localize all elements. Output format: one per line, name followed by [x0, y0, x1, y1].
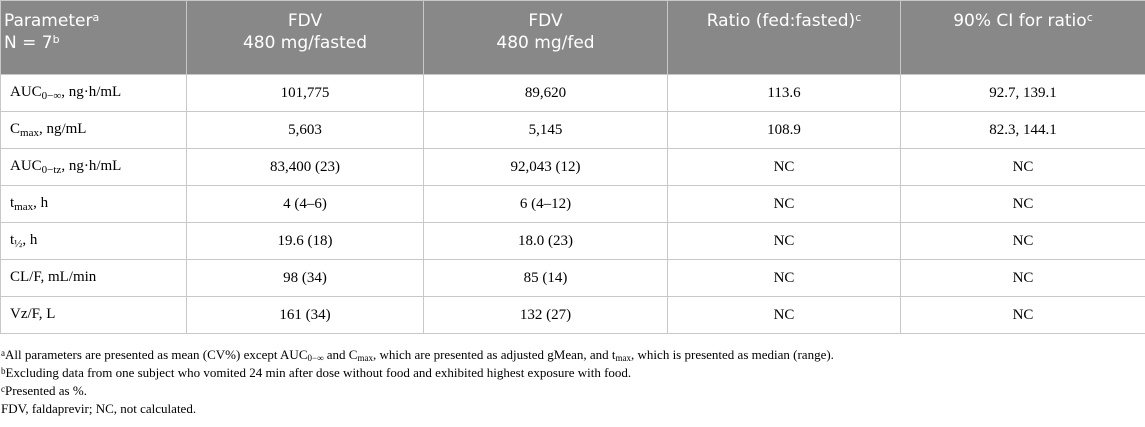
fasted-cell: 4 (4–6) — [186, 185, 424, 223]
footnote-b: bExcluding data from one subject who vom… — [1, 365, 632, 380]
param-cell: AUC0−∞, ng·h/mL — [0, 74, 187, 112]
header-fdv-fasted: FDV 480 mg/fasted — [186, 0, 424, 75]
ratio-cell: NC — [667, 222, 901, 260]
ci-cell: NC — [900, 185, 1145, 223]
fasted-cell: 19.6 (18) — [186, 222, 424, 260]
header-fdv-fed: FDV 480 mg/fed — [423, 0, 668, 75]
ci-cell: 82.3, 144.1 — [900, 111, 1145, 149]
param-cell: CL/F, mL/min — [0, 259, 187, 297]
fasted-cell: 98 (34) — [186, 259, 424, 297]
footnote-c: cPresented as %. — [1, 383, 87, 398]
table-row: Vz/F, L 161 (34) 132 (27) NC NC — [0, 296, 1145, 334]
table-footnotes: aAll parameters are presented as mean (C… — [1, 346, 1141, 418]
param-cell: t½, h — [0, 222, 187, 260]
fasted-cell: 5,603 — [186, 111, 424, 149]
table-row: tmax, h 4 (4–6) 6 (4–12) NC NC — [0, 185, 1145, 223]
header-ci: 90% CI for ratioc — [900, 0, 1145, 75]
fed-cell: 132 (27) — [423, 296, 668, 334]
ci-cell: NC — [900, 148, 1145, 186]
param-cell: AUC0−tz, ng·h/mL — [0, 148, 187, 186]
fasted-cell: 83,400 (23) — [186, 148, 424, 186]
ratio-cell: 108.9 — [667, 111, 901, 149]
table-row: AUC0−tz, ng·h/mL 83,400 (23) 92,043 (12)… — [0, 148, 1145, 186]
table-row: AUC0−∞, ng·h/mL 101,775 89,620 113.6 92.… — [0, 74, 1145, 112]
ratio-cell: NC — [667, 259, 901, 297]
ratio-cell: NC — [667, 185, 901, 223]
table-row: CL/F, mL/min 98 (34) 85 (14) NC NC — [0, 259, 1145, 297]
fasted-cell: 161 (34) — [186, 296, 424, 334]
ratio-cell: NC — [667, 148, 901, 186]
footnote-a: aAll parameters are presented as mean (C… — [1, 347, 834, 363]
fed-cell: 18.0 (23) — [423, 222, 668, 260]
header-ratio: Ratio (fed:fasted)c — [667, 0, 901, 75]
param-cell: tmax, h — [0, 185, 187, 223]
ci-cell: NC — [900, 296, 1145, 334]
header-parameter: Parametera N = 7b — [0, 0, 187, 75]
fed-cell: 5,145 — [423, 111, 668, 149]
ci-cell: NC — [900, 222, 1145, 260]
param-cell: Vz/F, L — [0, 296, 187, 334]
fed-cell: 92,043 (12) — [423, 148, 668, 186]
footnote-abbreviations: FDV, faldaprevir; NC, not calculated. — [1, 401, 197, 416]
param-cell: Cmax, ng/mL — [0, 111, 187, 149]
pk-parameters-table: Parametera N = 7b FDV 480 mg/fasted FDV 48… — [0, 0, 1145, 334]
fed-cell: 6 (4–12) — [423, 185, 668, 223]
table-row: Cmax, ng/mL 5,603 5,145 108.9 82.3, 144.… — [0, 111, 1145, 149]
ratio-cell: NC — [667, 296, 901, 334]
ci-cell: 92.7, 139.1 — [900, 74, 1145, 112]
fasted-cell: 101,775 — [186, 74, 424, 112]
fed-cell: 85 (14) — [423, 259, 668, 297]
fed-cell: 89,620 — [423, 74, 668, 112]
table-row: t½, h 19.6 (18) 18.0 (23) NC NC — [0, 222, 1145, 260]
ratio-cell: 113.6 — [667, 74, 901, 112]
header-row: Parametera N = 7b FDV 480 mg/fasted FDV 48… — [0, 0, 1145, 75]
ci-cell: NC — [900, 259, 1145, 297]
